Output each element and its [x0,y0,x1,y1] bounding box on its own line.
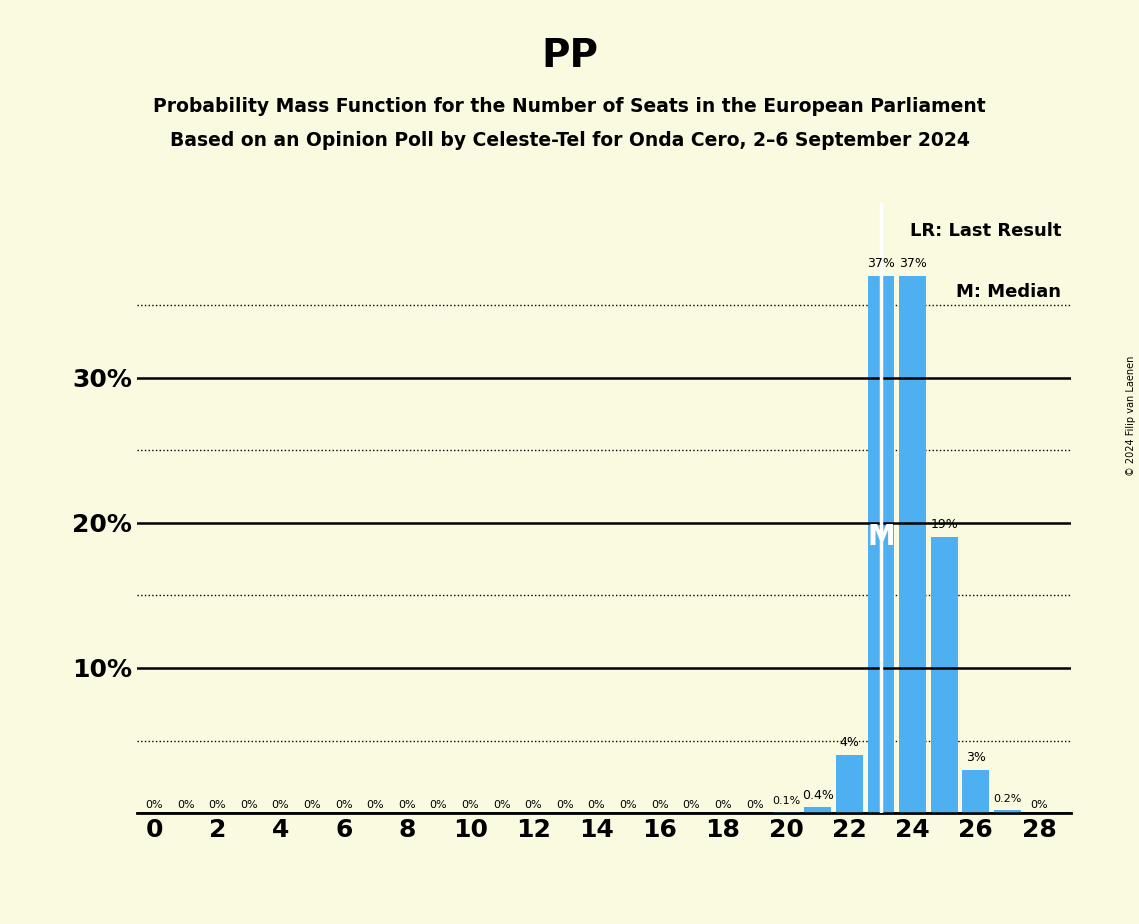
Text: 0.1%: 0.1% [772,796,801,806]
Text: 37%: 37% [899,257,926,270]
Text: 0%: 0% [367,800,384,810]
Text: 0%: 0% [746,800,763,810]
Text: 0%: 0% [652,800,669,810]
Bar [962,770,990,813]
Text: LR: Last Result: LR: Last Result [910,222,1062,239]
Text: 0%: 0% [335,800,352,810]
Bar [931,537,958,813]
Text: M: M [867,523,895,552]
Text: 0.2%: 0.2% [993,795,1022,805]
Text: 0%: 0% [525,800,542,810]
Text: 0%: 0% [556,800,574,810]
Text: Based on an Opinion Poll by Celeste-Tel for Onda Cero, 2–6 September 2024: Based on an Opinion Poll by Celeste-Tel … [170,131,969,151]
Text: 0%: 0% [272,800,289,810]
Text: 0%: 0% [588,800,605,810]
Text: 4%: 4% [839,736,859,749]
Bar [836,755,863,813]
Bar [899,276,926,813]
Text: 0%: 0% [493,800,510,810]
Text: 0%: 0% [177,800,195,810]
Bar [772,811,800,813]
Text: 0%: 0% [399,800,416,810]
Text: 0%: 0% [461,800,478,810]
Text: 0%: 0% [1031,800,1048,810]
Text: 0%: 0% [429,800,448,810]
Text: 37%: 37% [867,257,895,270]
Text: 0.4%: 0.4% [802,788,834,801]
Text: 0%: 0% [208,800,226,810]
Text: Probability Mass Function for the Number of Seats in the European Parliament: Probability Mass Function for the Number… [153,97,986,116]
Text: 19%: 19% [931,518,958,531]
Bar [994,810,1021,813]
Text: 0%: 0% [303,800,321,810]
Bar [804,808,831,813]
Text: 0%: 0% [682,800,700,810]
Text: 3%: 3% [966,751,985,764]
Bar [868,276,894,813]
Text: 0%: 0% [620,800,637,810]
Text: 0%: 0% [714,800,731,810]
Text: 0%: 0% [240,800,257,810]
Text: 0%: 0% [146,800,163,810]
Text: M: Median: M: Median [957,283,1062,300]
Text: © 2024 Filip van Laenen: © 2024 Filip van Laenen [1126,356,1136,476]
Text: PP: PP [541,37,598,75]
